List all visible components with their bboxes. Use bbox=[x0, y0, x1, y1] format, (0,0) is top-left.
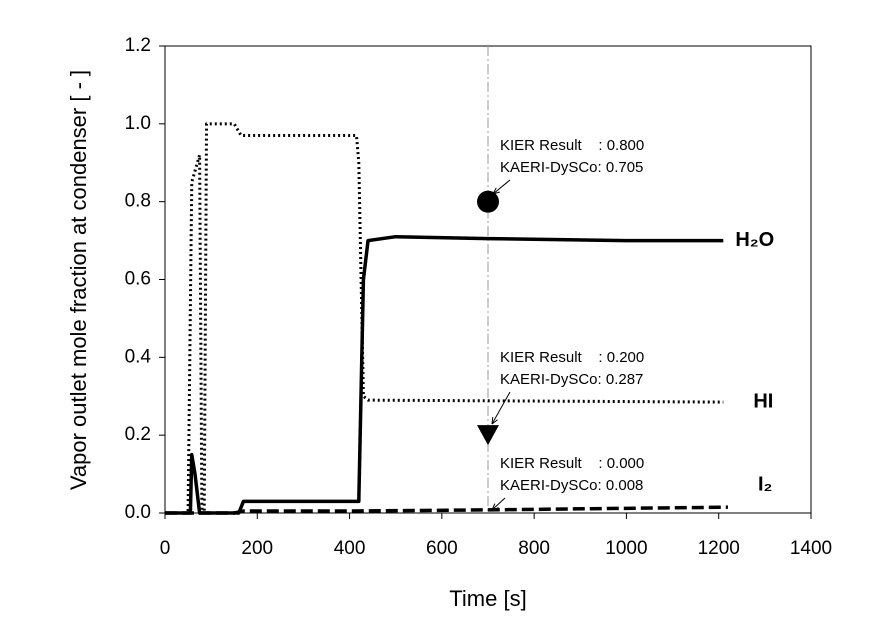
y-tick-label: 1.2 bbox=[125, 35, 151, 56]
series-label: I₂ bbox=[758, 473, 772, 495]
marker bbox=[477, 425, 499, 446]
arrow-head bbox=[492, 187, 500, 195]
x-tick-label: 1400 bbox=[790, 538, 832, 559]
series-line bbox=[165, 122, 724, 515]
y-tick-label: 1.0 bbox=[125, 113, 151, 134]
x-tick-label: 200 bbox=[241, 538, 273, 559]
x-tick-label: 1000 bbox=[605, 538, 647, 559]
arrow-head bbox=[491, 416, 498, 425]
series-line bbox=[165, 234, 724, 515]
x-axis-title: Time [s] bbox=[449, 586, 526, 611]
annotation-arrow bbox=[491, 497, 506, 511]
marker bbox=[477, 190, 499, 213]
series-label: H₂O bbox=[735, 229, 774, 251]
arrow-head bbox=[491, 503, 499, 511]
y-tick-label: 0.4 bbox=[125, 346, 152, 367]
annotation: KIER Result : 0.000 bbox=[500, 455, 644, 472]
y-axis-title: Vapor outlet mole fraction at condenser … bbox=[66, 70, 91, 490]
annotation-arrow bbox=[492, 179, 511, 195]
annotation: KIER Result : 0.800 bbox=[500, 137, 644, 154]
annotation: KAERI-DySCo: 0.008 bbox=[500, 477, 643, 494]
series-line bbox=[165, 505, 728, 515]
x-tick-label: 0 bbox=[160, 538, 171, 559]
x-tick-label: 1200 bbox=[698, 538, 740, 559]
annotation: KIER Result : 0.200 bbox=[500, 349, 644, 366]
y-tick-label: 0.2 bbox=[125, 424, 151, 445]
annotation: KAERI-DySCo: 0.287 bbox=[500, 371, 643, 388]
series-label: HI bbox=[753, 390, 773, 412]
x-tick-label: 400 bbox=[334, 538, 366, 559]
x-tick-label: 600 bbox=[426, 538, 458, 559]
y-tick-label: 0.8 bbox=[125, 191, 151, 212]
annotation: KAERI-DySCo: 0.705 bbox=[500, 159, 643, 176]
y-tick-label: 0.0 bbox=[125, 502, 151, 523]
x-tick-label: 800 bbox=[518, 538, 550, 559]
y-tick-label: 0.6 bbox=[125, 269, 151, 290]
annotation-arrow bbox=[491, 391, 511, 425]
